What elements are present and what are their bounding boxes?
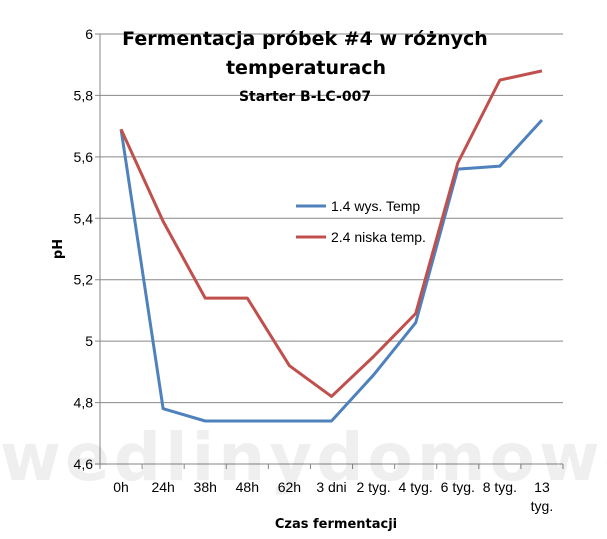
x-tick-label: 24h bbox=[151, 479, 174, 495]
x-tick-label: 62h bbox=[278, 479, 301, 495]
series-lines bbox=[119, 69, 544, 423]
x-tick-label: 3 dni bbox=[316, 479, 346, 495]
legend: 1.4 wys. Temp 2.4 niska temp. bbox=[296, 198, 426, 245]
series-line bbox=[119, 118, 544, 423]
x-tick-label: 6 tyg. bbox=[441, 479, 475, 495]
x-tick-label: 13 tyg. bbox=[531, 479, 554, 514]
legend-label: 2.4 niska temp. bbox=[331, 229, 426, 245]
y-tick-label: 4,8 bbox=[74, 395, 94, 411]
y-tick-label: 5,2 bbox=[74, 272, 94, 288]
y-tick-label: 5 bbox=[85, 333, 93, 349]
x-axis-title: Czas fermentacji bbox=[275, 517, 397, 532]
chart-title-line: Fermentacja próbek #4 w różnych bbox=[122, 28, 488, 50]
x-tick-label: 2 tyg. bbox=[356, 479, 390, 495]
x-tick-label: 38h bbox=[194, 479, 217, 495]
y-tick-label: 5,6 bbox=[74, 149, 94, 165]
x-tick-labels: 0h 24h 38h 48h 62h 3 dni 2 tyg. 4 tyg. 6 tyg. 8 t… bbox=[113, 479, 553, 514]
series-line bbox=[119, 69, 543, 398]
x-tick-label: 4 tyg. bbox=[399, 479, 433, 495]
chart-title-line: temperaturach bbox=[226, 57, 386, 79]
chart-title: Fermentacja próbek #4 w różnych temperatu… bbox=[122, 28, 488, 79]
chart-subtitle: Starter B-LC-007 bbox=[239, 89, 371, 105]
y-tick-label: 6 bbox=[85, 26, 93, 42]
y-tick-labels: 4,6 4,8 5 5,2 5,4 5,6 5,8 6 bbox=[74, 26, 94, 472]
y-tick-label: 4,6 bbox=[74, 456, 94, 472]
legend-label: 1.4 wys. Temp bbox=[331, 198, 420, 214]
y-tick-label: 5,8 bbox=[74, 87, 94, 103]
x-tick-label: 48h bbox=[236, 479, 259, 495]
x-tick-label: 0h bbox=[113, 479, 129, 495]
x-tick-label: 8 tyg. bbox=[483, 479, 517, 495]
gridlines bbox=[95, 33, 563, 465]
axes bbox=[99, 34, 564, 469]
y-axis-title: pH bbox=[51, 239, 66, 259]
y-tick-label: 5,4 bbox=[74, 210, 94, 226]
watermark: wedlinydomowe.pl bbox=[0, 419, 607, 496]
